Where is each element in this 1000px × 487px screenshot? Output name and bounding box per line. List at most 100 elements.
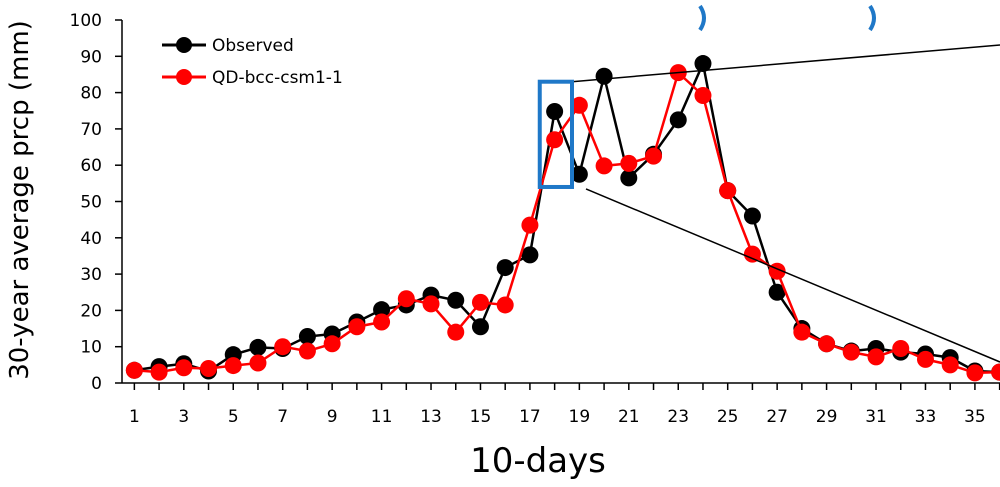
data-point [694,87,712,105]
data-point [570,96,588,114]
data-point [249,338,267,356]
data-point [719,182,737,200]
data-point [743,207,761,225]
y-tick-label: 0 [91,374,102,394]
y-tick-label: 70 [80,120,102,140]
data-point [175,359,193,377]
y-tick-label: 20 [80,301,102,321]
data-point [471,293,489,311]
data-point [447,291,465,309]
data-point [471,318,489,336]
x-tick-label: 17 [519,407,541,427]
x-tick-label: 15 [470,407,492,427]
annotations [537,44,1000,363]
data-point [916,350,934,368]
series-qd-bcc-csm1-1 [125,64,1000,382]
series-layer [125,55,1000,382]
x-tick-label: 11 [371,407,393,427]
y-tick-label: 50 [80,193,102,213]
data-point [645,147,663,165]
data-point [348,318,366,336]
data-point [249,354,267,372]
data-point [694,55,712,73]
data-point [200,359,218,377]
x-tick-label: 19 [569,407,591,427]
y-tick-label: 10 [80,338,102,358]
data-point [546,102,564,120]
x-tick-label: 1 [129,407,140,427]
x-tick-label: 25 [717,407,739,427]
data-point [595,157,613,175]
series-observed [125,55,1000,381]
cropped-title-fragment-right [868,4,876,32]
data-point [966,364,984,382]
data-point [224,357,242,375]
x-tick-label: 23 [667,407,689,427]
legend-marker-qd-bcc [176,69,192,85]
data-point [941,356,959,374]
y-axis-title: 30-year average prcp (mm) [5,20,35,380]
data-point [521,216,539,234]
data-point [570,165,588,183]
x-axis-ticks: 1 3 5 7 9 11 13 15 17 19 21 23 25 27 29 31 33 35 [129,383,1000,427]
legend-label-observed: Observed [212,36,294,56]
y-tick-label: 80 [80,84,102,104]
data-point [842,343,860,361]
data-point [496,259,514,277]
data-point [373,313,391,331]
y-tick-label-top: 100 [70,11,102,31]
legend-marker-observed [176,37,192,53]
data-point [768,283,786,301]
data-point [793,323,811,341]
x-tick-label: 21 [618,407,640,427]
x-tick-label: 7 [277,407,288,427]
data-point [447,323,465,341]
y-axis-ticks: 0 10 20 30 40 50 60 70 80 90 100 [70,11,122,394]
x-tick-label: 9 [327,407,338,427]
data-point [125,361,143,379]
data-point [892,340,910,358]
data-point [546,131,564,149]
y-tick-label: 90 [80,47,102,67]
x-tick-label: 5 [228,407,239,427]
data-point [397,290,415,308]
x-tick-label: 29 [816,407,838,427]
data-point [274,338,292,356]
data-point [595,67,613,85]
cropped-title-fragment-left [698,4,706,32]
data-point [422,295,440,313]
x-tick-label: 13 [420,407,442,427]
x-tick-label: 31 [865,407,887,427]
highlight-box [537,79,574,189]
x-tick-label: 33 [915,407,937,427]
data-point [991,363,1000,381]
series-line [134,70,1000,375]
data-point [620,169,638,187]
data-point [373,301,391,319]
zoom-line-top [571,44,1000,83]
x-tick-label: 3 [178,407,189,427]
data-point [521,246,539,264]
data-point [323,335,341,353]
y-tick-label: 40 [80,229,102,249]
data-point [496,296,514,314]
data-point [150,363,168,381]
data-point [669,111,687,129]
legend: Observed QD-bcc-csm1-1 [162,36,343,88]
zoom-line-bottom [585,188,1000,363]
legend-label-qd-bcc: QD-bcc-csm1-1 [212,68,343,88]
y-tick-label: 60 [80,156,102,176]
x-tick-label: 27 [766,407,788,427]
data-point [743,245,761,263]
x-axis-title: 10-days [470,441,606,481]
data-point [620,154,638,172]
data-point [818,335,836,353]
data-point [298,342,316,360]
x-tick-label: 35 [964,407,986,427]
series-line [134,59,1000,374]
data-point [867,348,885,366]
data-point [298,328,316,346]
y-tick-label: 30 [80,265,102,285]
